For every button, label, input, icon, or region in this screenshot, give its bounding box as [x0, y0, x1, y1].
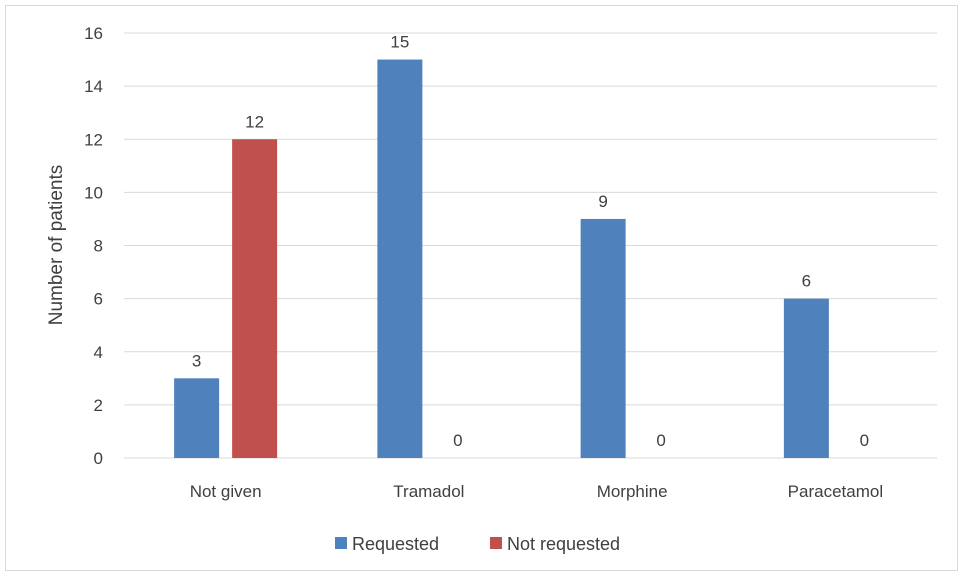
y-tick-label: 6 [94, 290, 103, 309]
data-label: 15 [390, 33, 409, 52]
data-label: 0 [453, 431, 462, 450]
x-category-label: Not given [190, 482, 262, 501]
y-tick-label: 14 [84, 77, 103, 96]
data-label: 0 [656, 431, 665, 450]
bar-requested [377, 59, 423, 458]
data-label: 12 [245, 112, 264, 131]
data-label: 0 [860, 431, 869, 450]
y-tick-label: 4 [94, 343, 103, 362]
data-labels: 3 12 15 0 9 0 6 0 [192, 33, 869, 450]
bars [174, 59, 829, 458]
chart-area [5, 5, 958, 571]
y-tick-label: 16 [84, 24, 103, 43]
bar-requested [783, 298, 829, 458]
x-axis-categories: Not given Tramadol Morphine Paracetamol [190, 482, 883, 501]
y-tick-label: 2 [94, 396, 103, 415]
y-tick-label: 12 [84, 130, 103, 149]
legend-swatch [335, 537, 347, 549]
y-tick-label: 10 [84, 183, 103, 202]
legend-label: Requested [352, 534, 439, 554]
y-axis-title: Number of patients [46, 165, 67, 326]
bar-not-requested [232, 139, 278, 458]
data-label: 3 [192, 351, 201, 370]
bar-requested [174, 378, 220, 458]
y-tick-label: 0 [94, 449, 103, 468]
data-label: 6 [802, 272, 811, 291]
bar-requested [580, 218, 626, 458]
legend: Requested Not requested [335, 534, 620, 554]
x-category-label: Paracetamol [788, 482, 883, 501]
data-label: 9 [598, 192, 607, 211]
x-category-label: Morphine [597, 482, 668, 501]
x-category-label: Tramadol [393, 482, 464, 501]
legend-label: Not requested [507, 534, 620, 554]
y-tick-label: 8 [94, 237, 103, 256]
legend-swatch [490, 537, 502, 549]
y-axis-ticks: 0 2 4 6 8 10 12 14 16 [84, 24, 103, 468]
